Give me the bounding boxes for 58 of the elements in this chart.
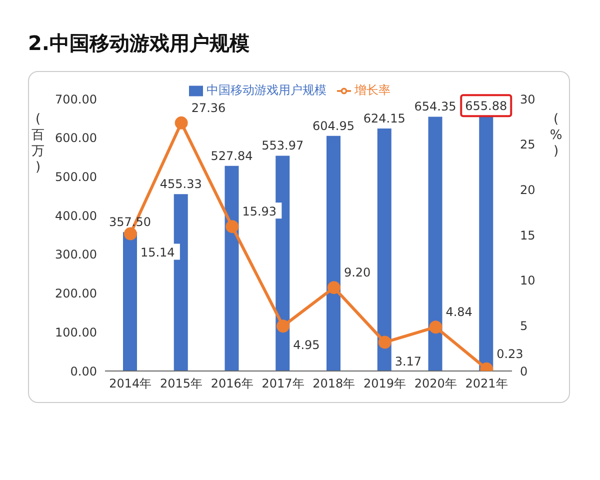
y-tick-label: 500.00 <box>55 170 97 184</box>
y2-tick-label: 0 <box>520 364 528 378</box>
bar <box>174 194 188 371</box>
y-axis-title: (百万) <box>32 112 44 176</box>
data-label: 4.84 <box>446 305 472 320</box>
y2-tick-label: 25 <box>520 138 536 152</box>
x-tick-label: 2017年 <box>262 376 304 391</box>
data-label: 27.36 <box>191 100 226 115</box>
bar <box>428 116 442 371</box>
point <box>327 281 340 294</box>
bar <box>479 116 494 371</box>
data-label: 0.23 <box>496 346 524 361</box>
data-label: 527.84 <box>210 148 253 163</box>
bar <box>377 128 392 371</box>
data-label: 624.15 <box>363 111 406 126</box>
y-tick-label: 400.00 <box>55 208 97 223</box>
x-tick-label: 2015年 <box>160 376 203 391</box>
x-tick-label: 2021年 <box>465 376 508 391</box>
legend-label: 增长率 <box>354 83 390 97</box>
bar <box>326 136 340 371</box>
data-label: 3.17 <box>394 354 422 368</box>
chart-title: 2.中国移动游戏用户规模 <box>28 30 251 57</box>
data-label: 655.88 <box>465 99 508 114</box>
x-tick-label: 2019年 <box>364 376 406 391</box>
x-tick-label: 2016年 <box>210 376 254 391</box>
data-label: 654.35 <box>414 100 456 114</box>
x-tick-label: 2018年 <box>312 376 356 391</box>
x-tick-label: 2020年 <box>414 376 457 391</box>
data-label: 455.33 <box>160 177 202 192</box>
y2-axis-title: (%) <box>550 112 562 160</box>
bar <box>276 156 290 371</box>
y-tick-label: 600.00 <box>55 131 97 146</box>
y-tick-label: 700.00 <box>55 92 97 106</box>
y2-tick-label: 15 <box>520 228 536 242</box>
legend-label: 中国移动游戏用户规模 <box>206 83 326 97</box>
data-label: 15.93 <box>242 204 277 219</box>
point <box>429 320 442 334</box>
y-tick-label: 100.00 <box>55 325 97 340</box>
y-tick-label: 200.00 <box>55 286 97 301</box>
point <box>276 320 290 333</box>
point <box>124 227 137 240</box>
y-tick-label: 0.00 <box>70 364 97 378</box>
x-tick-label: 2014年 <box>109 376 152 391</box>
y2-tick-label: 30 <box>520 92 536 106</box>
data-label: 604.95 <box>312 118 354 133</box>
y2-tick-label: 20 <box>520 182 536 197</box>
y-tick-label: 300.00 <box>55 248 97 262</box>
bar <box>123 232 137 371</box>
point <box>226 220 239 234</box>
y2-tick-label: 5 <box>520 318 528 333</box>
point <box>378 336 392 349</box>
data-label: 553.97 <box>262 138 304 153</box>
data-label: 4.95 <box>293 338 320 352</box>
point <box>174 116 188 130</box>
data-label: 15.14 <box>140 246 175 260</box>
data-label: 9.20 <box>344 266 371 280</box>
y2-tick-label: 10 <box>520 274 536 288</box>
bar <box>224 166 239 371</box>
